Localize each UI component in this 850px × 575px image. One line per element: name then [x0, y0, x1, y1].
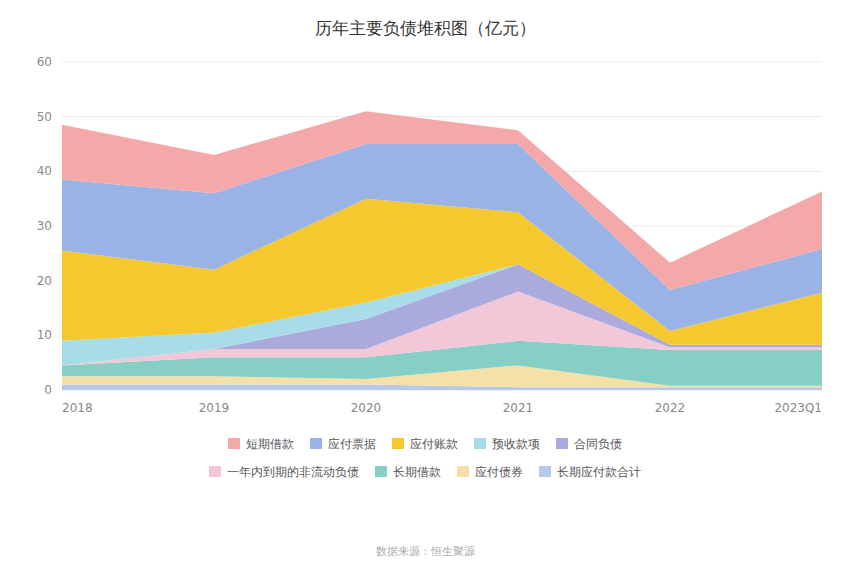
grid-line — [62, 62, 822, 63]
legend-swatch — [392, 438, 404, 449]
y-tick-label: 0 — [44, 383, 52, 397]
x-axis: 2018 2019 2020 2021 2022 2023Q1 — [62, 401, 822, 415]
legend-label: 合同负债 — [574, 437, 622, 451]
legend-label: 应付票据 — [328, 437, 376, 451]
annotation: 数据来源：恒生聚源 — [376, 545, 475, 558]
legend-item: 应付账款 — [392, 437, 458, 451]
x-tick-label: 2020 — [351, 401, 382, 415]
legend-label: 短期借款 — [246, 437, 294, 451]
legend-item: 一年内到期的非流动负债 — [209, 465, 359, 479]
legend: 短期借款 应付票据 应付账款 预收款项 合同负债一年内到期的非流动负债 长期借款 应付债券 长… — [209, 437, 641, 479]
legend-swatch — [474, 438, 486, 449]
legend-label: 长期应付款合计 — [557, 465, 641, 479]
chart-container: 历年主要负债堆积图（亿元）010203040506020182019202020… — [0, 0, 850, 575]
legend-swatch — [457, 466, 469, 477]
legend-item: 长期应付款合计 — [539, 465, 641, 479]
y-tick-label: 40 — [37, 164, 52, 178]
x-tick-label: 2019 — [199, 401, 230, 415]
area — [62, 111, 822, 290]
title: 历年主要负债堆积图（亿元） — [315, 18, 536, 38]
y-tick-label: 30 — [37, 219, 52, 233]
legend-item: 长期借款 — [375, 465, 441, 479]
legend-swatch — [209, 466, 221, 477]
y-tick-label: 10 — [37, 328, 52, 342]
legend-swatch — [375, 466, 387, 477]
legend-item: 短期借款 — [228, 437, 294, 451]
legend-swatch — [228, 438, 240, 449]
legend-item: 预收款项 — [474, 437, 540, 451]
y-axis: 0 10 20 30 40 50 60 — [37, 55, 52, 397]
grid — [62, 62, 822, 390]
y-tick-label: 60 — [37, 55, 52, 69]
x-tick-label: 2018 — [62, 401, 93, 415]
legend-label: 预收款项 — [492, 437, 540, 451]
x-tick-label: 2021 — [503, 401, 534, 415]
legend-label: 一年内到期的非流动负债 — [227, 465, 359, 479]
legend-item: 应付票据 — [310, 437, 376, 451]
chart: 历年主要负债堆积图（亿元）010203040506020182019202020… — [0, 0, 850, 575]
legend-swatch — [556, 438, 568, 449]
legend-swatch — [539, 466, 551, 477]
y-tick-label: 20 — [37, 274, 52, 288]
grid-line — [62, 116, 822, 117]
x-tick-label: 2023Q1 — [774, 401, 822, 415]
legend-label: 长期借款 — [393, 465, 441, 479]
legend-item: 合同负债 — [556, 437, 622, 451]
legend-label: 应付账款 — [410, 437, 458, 451]
legend-swatch — [310, 438, 322, 449]
x-tick-label: 2022 — [655, 401, 686, 415]
legend-item: 应付债券 — [457, 465, 523, 479]
legend-label: 应付债券 — [475, 465, 523, 479]
areas — [62, 111, 822, 390]
y-tick-label: 50 — [37, 110, 52, 124]
